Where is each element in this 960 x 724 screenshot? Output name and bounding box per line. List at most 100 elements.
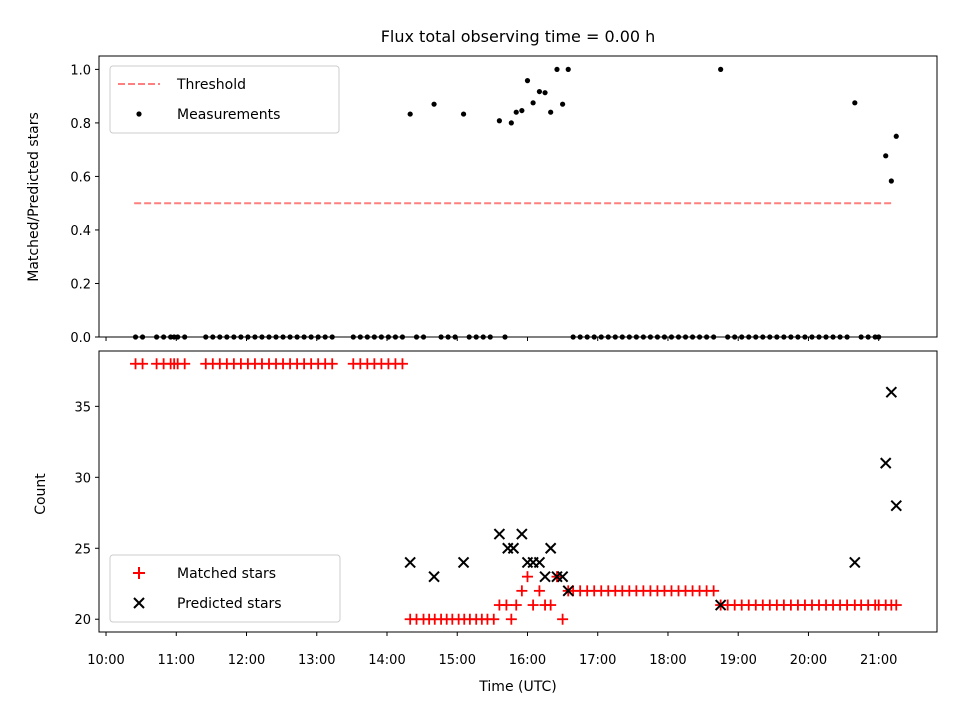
x-tick-label: 13:00 [298,653,335,668]
matched-star-marker [505,613,517,625]
measurement-point [530,100,536,106]
measurement-point [883,153,889,159]
x-tick-label: 11:00 [158,653,195,668]
matched-star-marker [557,613,569,625]
measurement-point [524,78,531,84]
x-tick-label: 18:00 [649,653,686,668]
measurements-layer [132,66,899,340]
top-legend-box [109,65,340,134]
matched-star-marker [545,599,557,611]
top-legend: Threshold Measurements [109,65,340,134]
predicted-star-marker [880,457,892,469]
bottom-y-tick-label: 20 [74,613,91,628]
matched-star-marker [510,599,522,611]
measurement-point [519,107,525,114]
x-tick-label: 19:00 [719,653,756,668]
measurement-point [554,66,560,72]
matched-star-marker [890,599,902,611]
measurement-point [496,118,502,124]
x-tick-label: 12:00 [228,653,265,668]
matched-star-marker [708,585,720,597]
predicted-star-marker [457,556,470,569]
top-y-tick-label: 0.0 [70,331,91,346]
predicted-star-marker [885,386,898,398]
chart-title: Flux total observing time = 0.00 h [381,27,656,46]
top-y-axis-label: Matched/Predicted stars [26,112,42,282]
matched-star-marker [326,358,338,370]
top-y-tick-label: 0.6 [70,170,91,185]
predicted-star-marker [562,585,574,597]
top-x-ticks [105,337,880,341]
x-axis-label: Time (UTC) [478,679,556,695]
top-y-tick-label: 0.2 [70,277,91,292]
measurements-legend-label: Measurements [177,107,280,123]
matched-star-marker [521,571,533,583]
predicted-star-marker [849,556,861,569]
ratio-panel: 0.0 0.2 0.4 0.6 0.8 1.0 Matched/Predicted sta… [26,55,938,346]
matched-star-marker [533,585,545,597]
top-y-tick-label: 1.0 [70,63,91,78]
measurement-point [852,100,858,106]
measurement-point [718,66,724,72]
measurement-point [431,101,437,107]
measurements-legend-swatch [136,111,142,117]
predicted-star-marker [890,499,902,512]
predicted-stars-layer [404,386,902,611]
predicted-star-marker [533,556,546,569]
matched-star-marker [527,599,539,611]
x-tick-label: 16:00 [509,653,546,668]
bottom-y-tick-label: 25 [74,542,91,557]
bottom-y-tick-label: 30 [74,471,91,486]
bottom-x-ticks: 10:00 11:00 12:00 13:00 14:00 15:00 16:00 17:00… [87,632,897,668]
matched-star-marker [488,613,500,625]
matched-star-marker [500,599,512,611]
top-y-tick-label: 0.8 [70,117,91,132]
predicted-star-marker [507,542,520,554]
matched-stars-layer [130,358,902,625]
measurement-point [542,90,548,96]
top-plot-frame [98,55,938,338]
predicted-star-marker [539,570,551,583]
x-tick-label: 17:00 [579,653,616,668]
matched-star-marker [137,358,149,370]
x-tick-label: 20:00 [790,653,827,668]
predicted-star-marker [556,570,569,583]
bottom-legend: Matched stars Predicted stars [109,554,341,623]
predicted-star-marker [714,599,727,611]
measurement-point [560,101,566,107]
bottom-plot-frame [98,350,938,633]
top-y-tick-label: 0.4 [70,224,91,239]
bottom-legend-box [109,554,341,623]
predicted-star-marker [544,542,557,554]
x-tick-label: 15:00 [439,653,476,668]
x-tick-label: 10:00 [87,653,124,668]
measurement-point [565,66,571,72]
measurement-point [888,178,894,184]
predicted-stars-legend-label: Predicted stars [177,596,282,612]
measurement-point [508,120,514,126]
threshold-legend-label: Threshold [176,77,246,93]
measurement-point [460,111,467,117]
x-tick-label: 21:00 [860,653,897,668]
bottom-y-tick-label: 35 [74,400,91,415]
matched-star-marker [396,358,408,370]
predicted-star-marker [516,528,528,540]
bottom-y-ticks: 20 25 30 35 [74,400,99,628]
predicted-star-marker [428,570,440,583]
bottom-y-axis-label: Count [33,473,49,515]
measurement-point [548,109,554,115]
predicted-star-marker [493,528,506,540]
matched-stars-legend-swatch [133,567,145,579]
count-panel: 10:00 11:00 12:00 13:00 14:00 15:00 16:00 17:00… [33,350,938,695]
top-y-ticks: 0.0 0.2 0.4 0.6 0.8 1.0 [70,63,99,346]
measurement-point [536,88,543,95]
measurement-point [513,109,519,115]
matched-stars-legend-label: Matched stars [177,566,276,582]
predicted-stars-legend-swatch [133,597,145,609]
predicted-star-marker [404,556,416,569]
matched-star-marker [179,358,191,370]
matched-star-marker [516,585,528,597]
measurement-point [893,133,899,139]
measurement-point [407,111,413,117]
